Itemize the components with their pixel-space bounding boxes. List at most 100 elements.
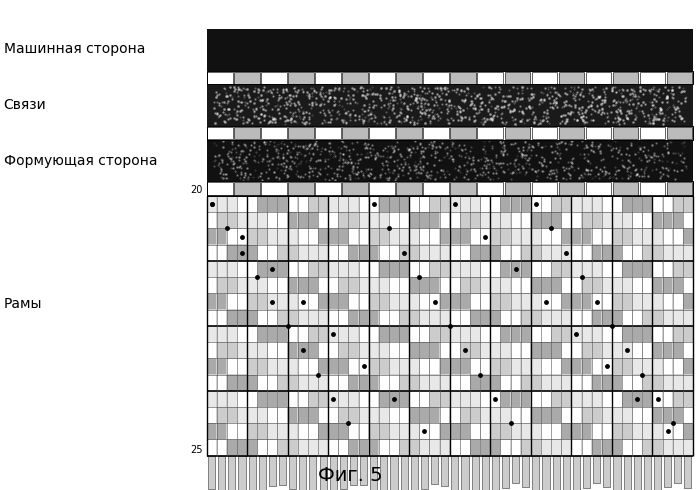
Bar xyxy=(450,407,459,423)
Bar xyxy=(521,196,531,212)
Bar xyxy=(500,310,510,325)
Bar xyxy=(410,277,419,293)
Bar xyxy=(400,359,409,374)
Bar xyxy=(653,277,662,293)
Bar xyxy=(460,196,470,212)
Bar xyxy=(663,310,673,325)
Bar xyxy=(328,391,338,407)
Bar xyxy=(288,343,298,358)
Bar xyxy=(410,261,419,277)
Bar xyxy=(480,391,490,407)
Bar xyxy=(491,440,500,456)
Bar xyxy=(592,310,601,325)
Bar xyxy=(440,343,449,358)
Bar xyxy=(653,261,662,277)
Bar xyxy=(318,326,328,342)
Bar xyxy=(561,261,571,277)
Bar xyxy=(430,196,440,212)
Bar xyxy=(278,326,287,342)
Bar xyxy=(217,294,226,309)
Bar xyxy=(339,343,348,358)
Bar xyxy=(643,261,652,277)
Bar xyxy=(400,326,409,342)
Bar xyxy=(369,440,379,456)
Bar xyxy=(582,326,591,342)
Bar xyxy=(602,213,612,228)
Bar xyxy=(359,196,368,212)
Text: Фиг. 5: Фиг. 5 xyxy=(318,466,382,485)
Bar xyxy=(450,277,459,293)
Bar xyxy=(349,277,358,293)
Bar xyxy=(592,261,601,277)
Bar xyxy=(573,456,580,490)
Bar xyxy=(683,213,692,228)
Bar xyxy=(470,391,480,407)
Bar xyxy=(420,343,429,358)
Bar xyxy=(258,423,267,439)
Bar xyxy=(247,196,257,212)
Bar xyxy=(633,261,642,277)
Bar xyxy=(430,407,440,423)
Bar xyxy=(360,456,367,485)
Bar xyxy=(480,294,490,309)
Bar xyxy=(234,182,260,196)
Bar xyxy=(673,391,682,407)
Bar xyxy=(541,310,551,325)
Bar xyxy=(369,229,379,245)
Bar xyxy=(207,359,216,374)
Bar xyxy=(247,326,257,342)
Bar xyxy=(683,326,692,342)
Bar xyxy=(258,277,267,293)
Bar xyxy=(308,196,318,212)
Bar xyxy=(430,229,440,245)
Bar xyxy=(288,261,298,277)
Bar xyxy=(673,261,682,277)
Bar xyxy=(582,213,591,228)
Bar xyxy=(206,140,693,181)
Bar xyxy=(511,196,520,212)
Bar xyxy=(602,294,612,309)
Bar xyxy=(359,423,368,439)
Bar xyxy=(633,375,642,391)
Bar xyxy=(450,213,459,228)
Bar xyxy=(541,261,551,277)
Bar xyxy=(450,423,459,439)
Bar xyxy=(612,182,638,196)
Bar xyxy=(541,277,551,293)
Bar xyxy=(653,229,662,245)
Bar xyxy=(227,196,237,212)
Bar xyxy=(278,294,287,309)
Bar xyxy=(572,277,581,293)
Bar xyxy=(410,196,419,212)
Bar xyxy=(622,359,632,374)
Bar xyxy=(531,294,540,309)
Bar xyxy=(237,229,246,245)
Bar xyxy=(592,375,601,391)
Bar xyxy=(500,229,510,245)
Bar xyxy=(379,343,389,358)
Bar xyxy=(531,72,557,84)
Bar xyxy=(420,375,429,391)
Bar xyxy=(572,440,581,456)
Bar xyxy=(359,391,368,407)
Bar xyxy=(420,391,429,407)
Bar xyxy=(541,440,551,456)
Bar xyxy=(207,310,216,325)
Bar xyxy=(582,261,591,277)
Bar xyxy=(379,196,389,212)
Bar xyxy=(298,407,307,423)
Bar xyxy=(612,261,622,277)
Bar xyxy=(308,229,318,245)
Bar xyxy=(308,423,318,439)
Bar xyxy=(622,407,632,423)
Bar xyxy=(563,456,570,490)
Bar xyxy=(500,294,510,309)
Bar xyxy=(441,456,448,486)
Bar xyxy=(308,277,318,293)
Bar xyxy=(643,375,652,391)
Bar xyxy=(420,310,429,325)
Bar xyxy=(633,359,642,374)
Bar xyxy=(622,423,632,439)
Bar xyxy=(396,72,422,84)
Bar xyxy=(561,310,571,325)
